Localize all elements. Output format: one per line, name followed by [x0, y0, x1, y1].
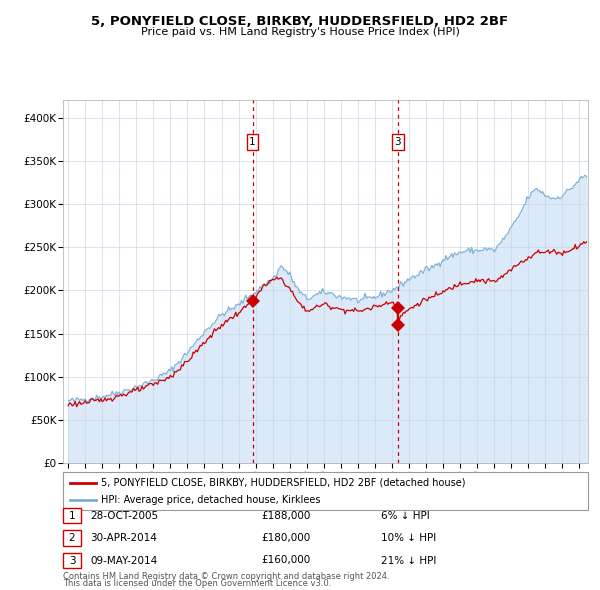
- Text: 5, PONYFIELD CLOSE, BIRKBY, HUDDERSFIELD, HD2 2BF: 5, PONYFIELD CLOSE, BIRKBY, HUDDERSFIELD…: [91, 15, 509, 28]
- Text: 6% ↓ HPI: 6% ↓ HPI: [381, 511, 430, 520]
- Text: HPI: Average price, detached house, Kirklees: HPI: Average price, detached house, Kirk…: [101, 494, 320, 504]
- Text: 21% ↓ HPI: 21% ↓ HPI: [381, 556, 436, 565]
- Text: 30-APR-2014: 30-APR-2014: [90, 533, 157, 543]
- Text: This data is licensed under the Open Government Licence v3.0.: This data is licensed under the Open Gov…: [63, 579, 331, 588]
- Text: 1: 1: [249, 137, 256, 147]
- Text: 3: 3: [395, 137, 401, 147]
- Text: 3: 3: [68, 556, 76, 565]
- Text: Contains HM Land Registry data © Crown copyright and database right 2024.: Contains HM Land Registry data © Crown c…: [63, 572, 389, 581]
- Text: £180,000: £180,000: [261, 533, 310, 543]
- Text: 28-OCT-2005: 28-OCT-2005: [90, 511, 158, 520]
- Text: £160,000: £160,000: [261, 556, 310, 565]
- Text: 1: 1: [68, 511, 76, 520]
- Text: 09-MAY-2014: 09-MAY-2014: [90, 556, 157, 565]
- Text: 2: 2: [68, 533, 76, 543]
- Text: Price paid vs. HM Land Registry's House Price Index (HPI): Price paid vs. HM Land Registry's House …: [140, 27, 460, 37]
- Text: 5, PONYFIELD CLOSE, BIRKBY, HUDDERSFIELD, HD2 2BF (detached house): 5, PONYFIELD CLOSE, BIRKBY, HUDDERSFIELD…: [101, 478, 466, 488]
- Text: 10% ↓ HPI: 10% ↓ HPI: [381, 533, 436, 543]
- Text: £188,000: £188,000: [261, 511, 310, 520]
